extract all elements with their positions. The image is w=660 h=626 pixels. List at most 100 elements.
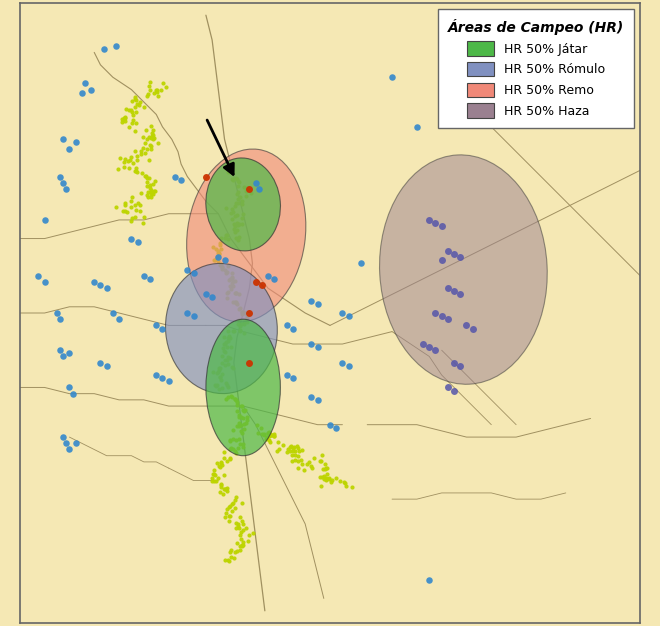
Point [263,428,273,438]
Point [220,394,231,404]
Point [148,178,158,188]
Point [231,435,242,445]
Point [141,125,151,135]
Point [222,230,232,240]
Ellipse shape [166,264,277,394]
Point [214,372,225,382]
Point [443,246,453,256]
Point [244,530,254,540]
Point [337,357,348,367]
Point [211,244,222,254]
Point [286,450,297,460]
Point [239,317,249,327]
Point [306,295,317,305]
Point [219,361,230,371]
Point [236,307,247,317]
Point [132,167,143,177]
Point [153,138,164,148]
Point [314,473,325,483]
Point [339,477,350,487]
Point [287,456,298,466]
Point [346,483,357,493]
Point [251,420,262,430]
Point [146,189,156,199]
Point [216,457,226,467]
Point [216,358,227,368]
Point [223,326,234,336]
Point [236,534,246,544]
Point [126,233,137,244]
Point [312,299,323,309]
Point [264,435,275,445]
Point [412,122,422,132]
Point [236,199,247,209]
Point [117,205,128,215]
Point [228,275,238,285]
Point [234,545,245,555]
Point [135,97,146,107]
Point [220,511,230,521]
Point [224,275,235,285]
Point [449,249,459,259]
Point [281,370,292,380]
Point [264,430,275,440]
Point [241,523,251,533]
Point [233,520,244,530]
Point [152,85,162,95]
Point [455,252,465,262]
Point [315,456,325,466]
Point [312,342,323,352]
Point [222,456,233,466]
Point [150,176,160,186]
Point [135,200,145,210]
Point [226,272,237,282]
Point [237,405,248,415]
Point [222,555,233,565]
Point [176,175,186,185]
Point [264,427,275,437]
Point [135,146,146,156]
Point [230,503,240,513]
Point [64,143,75,153]
Point [89,277,100,287]
Point [220,265,230,275]
Point [221,486,232,496]
Point [210,380,220,390]
Point [234,541,245,551]
Point [235,439,246,449]
Point [326,475,337,485]
Point [234,523,244,533]
Point [207,292,217,302]
Point [236,426,246,436]
Point [120,116,131,126]
Point [133,198,143,208]
Point [120,198,131,208]
Point [131,95,142,105]
Point [210,255,220,265]
Point [238,319,249,329]
Point [436,311,447,321]
Point [119,113,130,123]
Point [230,523,241,533]
Point [231,288,242,298]
Point [315,481,326,491]
Point [234,530,245,540]
Point [467,324,478,334]
Point [236,413,246,423]
Point [228,553,239,563]
Point [286,441,296,451]
Point [264,429,275,439]
Point [151,321,162,331]
Point [222,381,232,391]
Point [219,555,230,565]
Point [222,336,233,346]
Point [158,78,168,88]
Point [232,546,242,556]
Point [130,212,141,222]
Point [188,311,199,321]
Point [207,476,217,486]
Point [231,198,242,208]
Point [223,352,234,362]
Point [220,337,231,347]
Point [253,184,264,194]
